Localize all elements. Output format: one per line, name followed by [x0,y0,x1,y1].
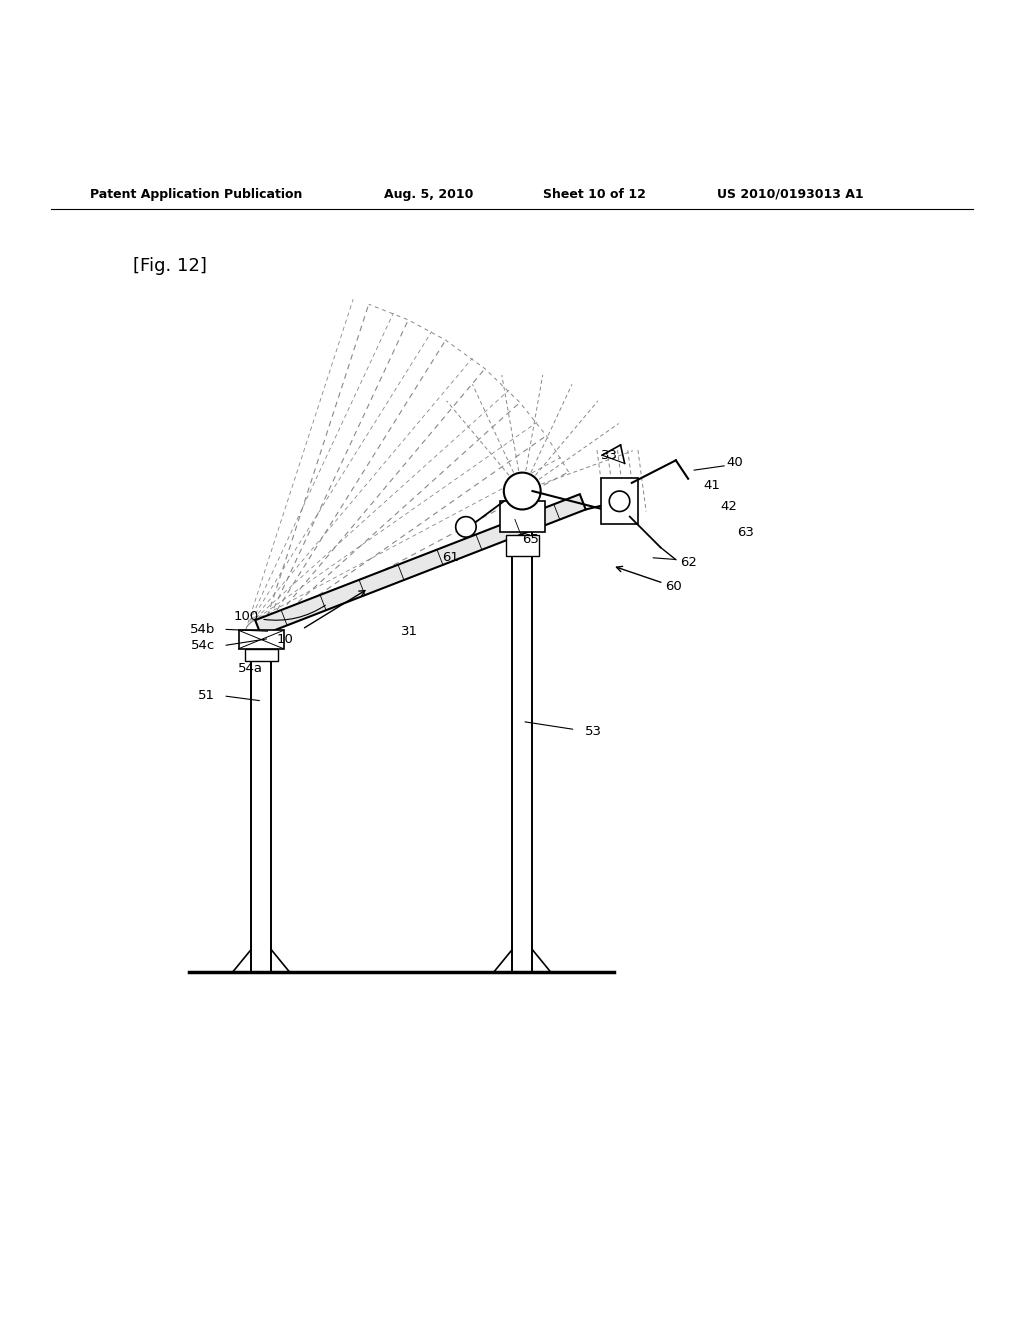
Text: 54c: 54c [190,639,215,652]
Text: Sheet 10 of 12: Sheet 10 of 12 [543,187,645,201]
Text: 54a: 54a [239,661,263,675]
Bar [245,648,278,661]
Bar [239,631,284,648]
Bar [500,502,545,532]
Circle shape [504,473,541,510]
Text: [Fig. 12]: [Fig. 12] [133,257,207,275]
Text: 60: 60 [666,579,682,593]
Text: 54b: 54b [190,623,215,636]
Text: 42: 42 [721,500,737,513]
Text: 53: 53 [586,725,602,738]
Bar [506,535,539,556]
Text: 61: 61 [442,552,459,564]
Text: 100: 100 [233,610,258,623]
Text: Patent Application Publication: Patent Application Publication [90,187,302,201]
Text: 63: 63 [737,525,754,539]
Text: 41: 41 [703,479,720,492]
Text: 65: 65 [522,533,539,545]
Text: 10: 10 [276,634,293,645]
Text: 62: 62 [680,556,696,569]
Circle shape [609,491,630,512]
Circle shape [456,516,476,537]
Text: US 2010/0193013 A1: US 2010/0193013 A1 [717,187,863,201]
Bar [601,478,638,524]
Text: 40: 40 [727,455,743,469]
Text: 31: 31 [401,624,418,638]
Text: Aug. 5, 2010: Aug. 5, 2010 [384,187,473,201]
Polygon shape [255,494,586,635]
Text: 51: 51 [199,689,215,702]
Text: 33: 33 [601,449,617,462]
